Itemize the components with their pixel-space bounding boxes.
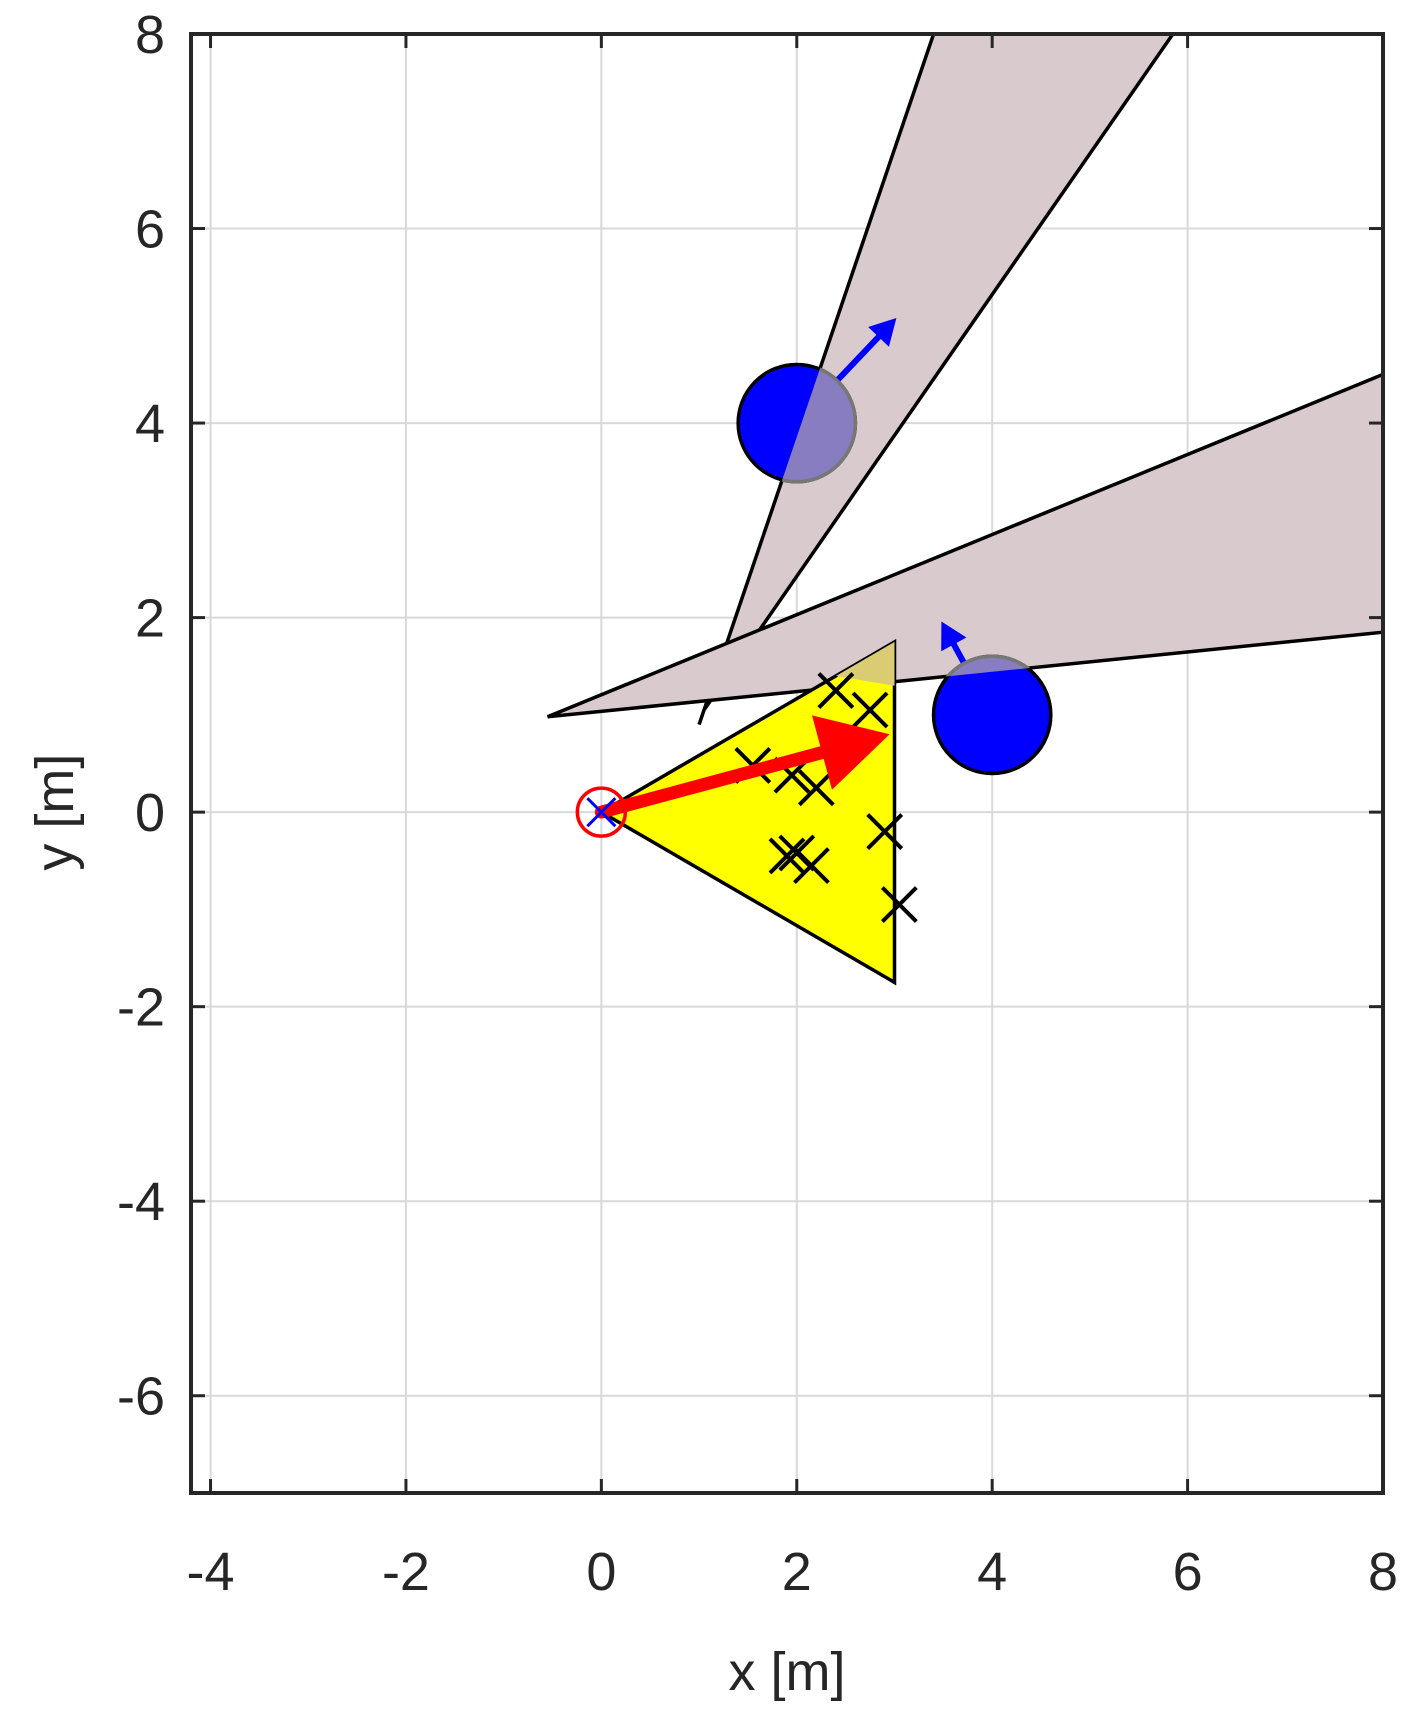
obstacle-velocity-arrow-head [941, 621, 967, 652]
x-tick-label: 8 [1368, 1542, 1398, 1602]
robot-heading-arrow [594, 715, 890, 819]
obstacle-velocity-arrow [941, 621, 996, 718]
robot [575, 715, 890, 838]
robot-cross-stroke [586, 797, 617, 828]
sample-point [880, 886, 918, 923]
y-tick-label: -2 [117, 978, 165, 1038]
x-tick-label: 2 [782, 1542, 812, 1602]
sample-point-stroke [797, 769, 835, 807]
y-tick-label: -4 [117, 1172, 165, 1232]
sample-point-stroke [793, 847, 830, 885]
sample-point-stroke [768, 837, 806, 875]
sample-point-stroke [817, 672, 855, 709]
y-tick-label: 0 [135, 783, 165, 843]
obstacles [736, 318, 1053, 776]
y-tick-label: 4 [135, 394, 165, 454]
sample-point [797, 769, 835, 807]
sample-point-stroke [880, 886, 918, 923]
y-tick-label: 8 [135, 5, 165, 65]
sample-point [768, 837, 806, 875]
obstacle-velocity-arrow-head [868, 318, 897, 347]
x-tick-label: 0 [586, 1542, 616, 1602]
sample-point [851, 691, 889, 729]
x-tick-label: 4 [977, 1542, 1007, 1602]
robot-heading-arrow-head [812, 715, 890, 790]
sample-point [817, 672, 855, 709]
obstacle-velocity-arrow-shaft [950, 641, 996, 718]
axes: -4 -2 0 2 4 6 8 -6 -4 -2 0 2 4 6 8 [117, 5, 1398, 1602]
sample-point-stroke [866, 813, 904, 851]
x-tick-label: 6 [1173, 1542, 1203, 1602]
x-tick-label: -2 [382, 1542, 430, 1602]
robot-heading-arrow-shaft [594, 746, 829, 819]
x-tick-label: -4 [187, 1542, 235, 1602]
axes-box [189, 32, 1385, 1495]
sample-point [866, 813, 904, 851]
y-axis-label: y [m] [25, 754, 85, 871]
y-tick-label: 6 [135, 200, 165, 260]
x-axis-label: x [m] [729, 1642, 846, 1702]
robot-marker [575, 786, 628, 838]
sample-point [793, 847, 830, 885]
y-tick-label: -6 [117, 1367, 165, 1427]
y-tick-label: 2 [135, 589, 165, 649]
sample-point-stroke [851, 691, 889, 729]
